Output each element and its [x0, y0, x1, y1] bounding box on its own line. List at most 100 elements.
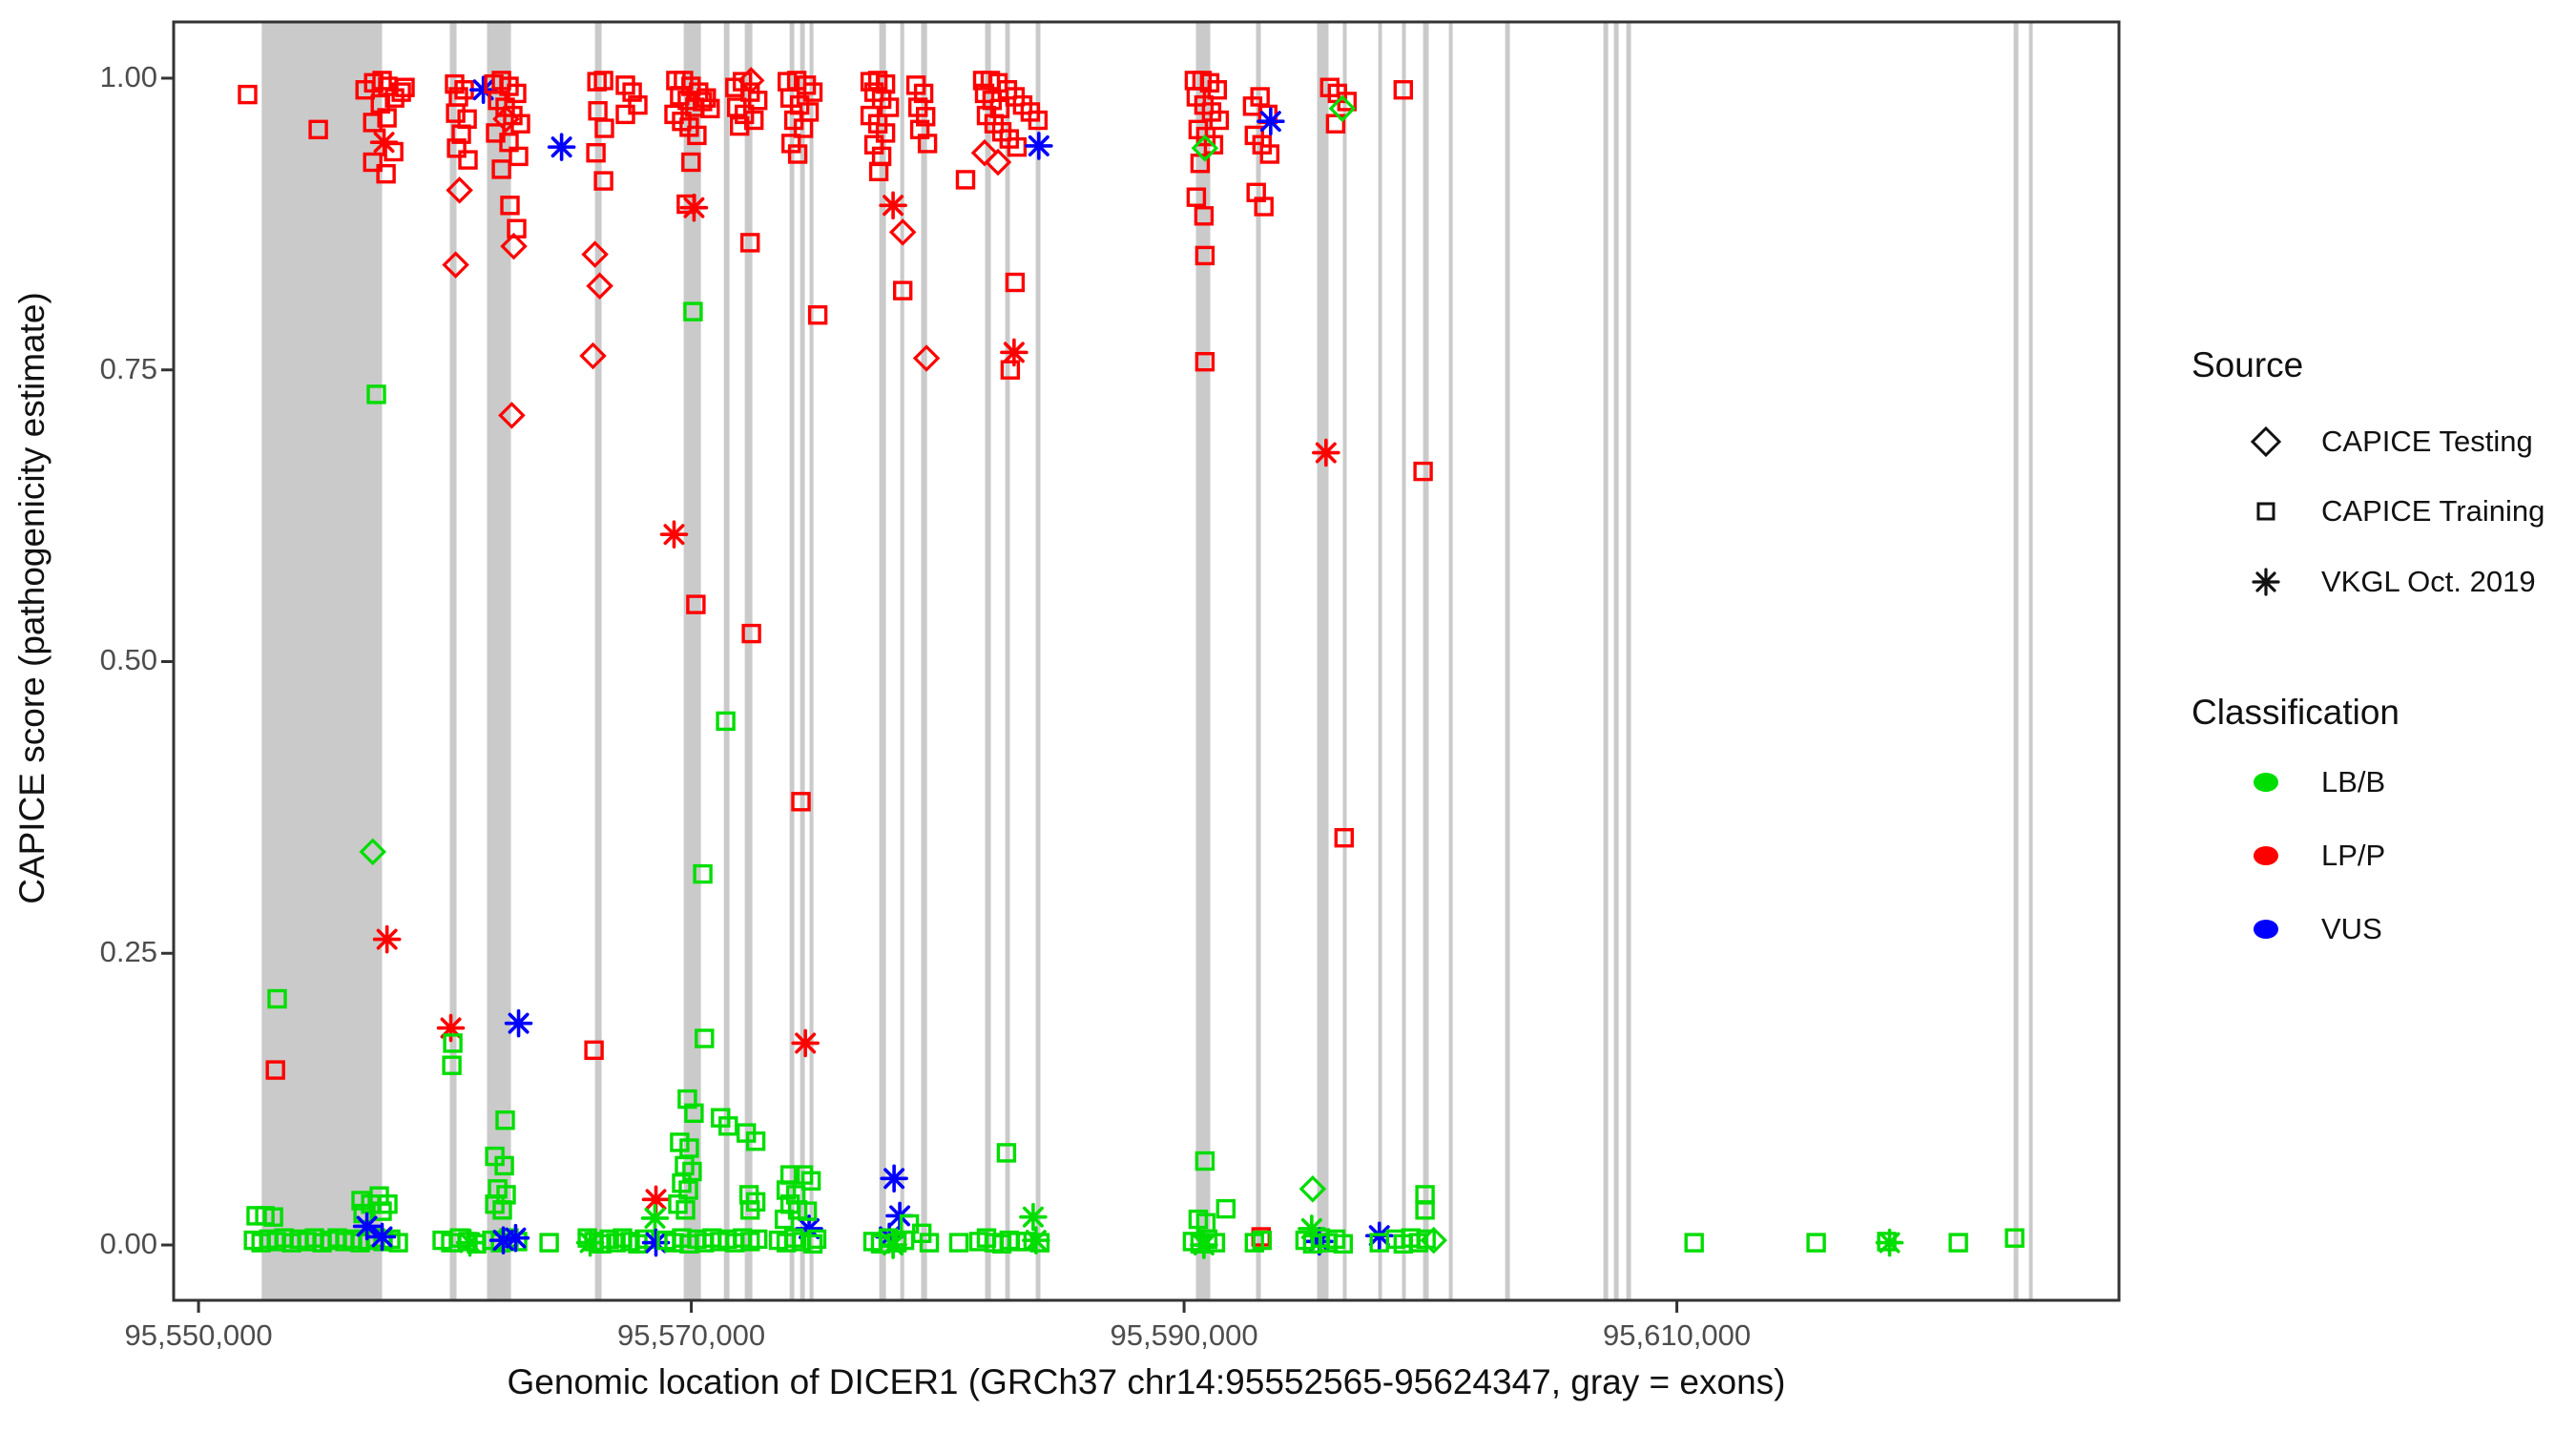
point-square-training	[265, 1060, 285, 1080]
point-square-training	[593, 171, 613, 191]
point-square-training	[615, 104, 635, 125]
point-diamond-testing	[579, 342, 607, 370]
point-square-training	[700, 98, 720, 119]
exon-bars	[261, 22, 2033, 1300]
point-asterisk-vkgl	[504, 1008, 533, 1038]
point-square-training	[372, 1201, 392, 1221]
point-asterisk-vkgl	[455, 1228, 485, 1257]
exon-bar	[900, 22, 904, 1300]
point-asterisk-vkgl	[367, 1222, 397, 1252]
exon-bar	[800, 22, 805, 1300]
point-square-training	[509, 146, 529, 167]
point-square-training	[678, 1180, 698, 1200]
point-square-training	[787, 144, 808, 164]
point-square-training	[745, 1130, 766, 1151]
y-axis-title: CAPICE score (pathogenicity estimate)	[12, 292, 52, 904]
data-points	[238, 67, 2025, 1259]
exon-bar	[2013, 22, 2019, 1300]
exon-bar	[921, 22, 927, 1300]
exon-bar	[2028, 22, 2033, 1300]
exon-bar	[1423, 22, 1429, 1300]
point-asterisk-vkgl	[880, 1164, 908, 1193]
exon-bar	[1005, 22, 1010, 1300]
point-square-training	[263, 1207, 283, 1227]
point-square-training	[1416, 1229, 1436, 1250]
point-square-training	[1215, 1198, 1236, 1219]
point-square-training	[875, 123, 896, 143]
point-square-training	[868, 161, 889, 182]
point-square-training	[684, 1103, 704, 1124]
exon-bar	[789, 22, 795, 1300]
point-square-training	[443, 1033, 463, 1053]
exon-bar	[1613, 22, 1619, 1300]
point-square-training	[693, 863, 713, 884]
exon-bar	[723, 22, 730, 1300]
point-square-training	[695, 1028, 715, 1048]
point-square-training	[748, 90, 768, 111]
point-square-training	[1194, 206, 1215, 226]
point-square-training	[1393, 79, 1414, 100]
point-square-training	[447, 138, 467, 158]
point-square-training	[718, 1116, 738, 1136]
point-square-training	[1684, 1233, 1704, 1253]
point-square-training	[372, 71, 392, 91]
exon-bar	[1603, 22, 1609, 1300]
point-diamond-testing	[492, 105, 520, 134]
exon-bar	[1256, 22, 1261, 1300]
exon-bar	[809, 22, 814, 1300]
point-square-training	[507, 83, 527, 104]
point-square-training	[539, 1233, 559, 1253]
point-square-training	[1334, 828, 1355, 848]
point-square-training	[495, 1110, 515, 1130]
point-square-training	[492, 1200, 512, 1220]
point-square-training	[1195, 1151, 1215, 1172]
point-square-training	[500, 196, 520, 216]
point-square-training	[442, 1055, 462, 1075]
legend-item-label: CAPICE Testing	[2321, 425, 2533, 458]
point-square-training	[494, 1155, 514, 1176]
y-tick-label: 0.00	[99, 1227, 157, 1261]
point-square-training	[716, 711, 736, 732]
point-square-training	[741, 623, 761, 644]
point-diamond-testing	[1191, 135, 1219, 162]
point-diamond-testing	[970, 138, 999, 167]
point-square-training	[802, 1234, 823, 1255]
point-asterisk-vkgl	[1257, 107, 1285, 136]
point-square-training	[744, 110, 764, 131]
point-square-training	[793, 118, 814, 138]
point-asterisk-vkgl	[1875, 1228, 1904, 1257]
point-square-training	[879, 97, 900, 117]
point-square-training	[1195, 245, 1215, 266]
exon-bar	[261, 22, 383, 1300]
point-square-training	[683, 301, 703, 321]
exon-bar	[1342, 22, 1347, 1300]
exon-bar	[744, 22, 753, 1300]
exon-bar	[449, 22, 457, 1300]
legend-item-label: LB/B	[2321, 765, 2386, 798]
point-asterisk-vkgl	[879, 1231, 907, 1259]
point-square-training	[681, 152, 701, 173]
exon-bar	[1505, 22, 1510, 1300]
point-diamond-testing	[581, 240, 609, 268]
point-square-training	[1195, 352, 1215, 372]
legend-item-label: LP/P	[2321, 839, 2386, 872]
point-square-training	[391, 82, 411, 102]
point-diamond-testing	[359, 838, 386, 866]
point-square-training	[395, 77, 415, 97]
y-tick-label: 1.00	[99, 59, 157, 93]
point-square-training	[791, 792, 811, 812]
legend-item-label: CAPICE Training	[2321, 494, 2545, 528]
legend-classification-title: Classification	[2192, 693, 2399, 732]
point-square-training	[740, 1200, 760, 1220]
point-square-training	[913, 83, 934, 104]
point-asterisk-vkgl	[659, 520, 689, 549]
point-square-training	[458, 150, 478, 170]
point-square-training	[1259, 144, 1280, 164]
point-asterisk-vkgl	[1190, 1231, 1218, 1259]
point-square-training	[1007, 136, 1028, 157]
point-square-training	[730, 115, 750, 136]
exon-bar	[683, 22, 701, 1300]
point-square-training	[775, 1209, 795, 1230]
point-square-training	[384, 141, 404, 162]
exon-bar	[1448, 22, 1453, 1300]
